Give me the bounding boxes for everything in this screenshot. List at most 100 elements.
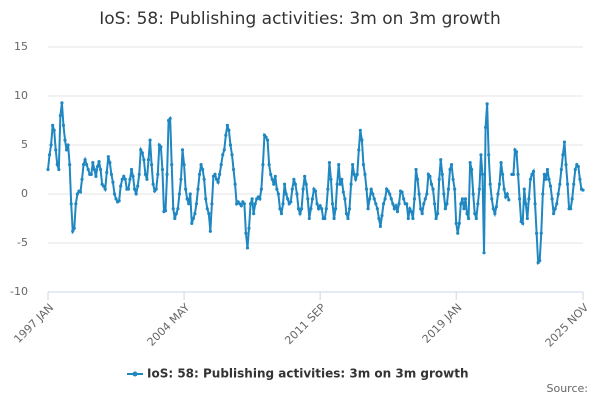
- point: [247, 226, 251, 230]
- point: [487, 153, 491, 157]
- point: [363, 172, 367, 176]
- point: [483, 125, 488, 129]
- point: [338, 182, 342, 186]
- point: [502, 187, 506, 191]
- point: [548, 184, 553, 188]
- point: [253, 202, 257, 206]
- point: [375, 207, 379, 211]
- point: [544, 177, 548, 181]
- point: [361, 163, 366, 167]
- point: [188, 192, 192, 196]
- point: [569, 207, 573, 211]
- point: [202, 177, 206, 181]
- point: [210, 202, 214, 206]
- point: [111, 180, 115, 184]
- point: [60, 101, 64, 105]
- point: [105, 170, 109, 175]
- point: [541, 192, 545, 196]
- point: [431, 187, 435, 191]
- point: [507, 198, 511, 202]
- point: [49, 143, 53, 147]
- point: [497, 182, 502, 186]
- point: [156, 172, 160, 176]
- point: [151, 182, 155, 186]
- point: [134, 192, 138, 196]
- point: [179, 177, 183, 181]
- point: [564, 163, 568, 167]
- point: [381, 202, 386, 206]
- point: [429, 182, 434, 186]
- point: [58, 114, 62, 118]
- point: [295, 192, 299, 196]
- point: [120, 177, 124, 181]
- point: [357, 148, 361, 152]
- point: [61, 123, 66, 127]
- point: [405, 202, 409, 206]
- point: [218, 172, 222, 176]
- point: [412, 197, 417, 201]
- point: [491, 207, 495, 211]
- y-tick-label: 5: [21, 138, 28, 151]
- point: [400, 190, 404, 194]
- point: [428, 174, 432, 178]
- point: [347, 207, 352, 211]
- point: [47, 153, 52, 157]
- point: [296, 207, 301, 211]
- source: Source:: [547, 382, 589, 395]
- point: [103, 187, 107, 191]
- point: [83, 158, 87, 162]
- point: [63, 138, 67, 142]
- point: [573, 167, 577, 172]
- point: [527, 197, 531, 201]
- point: [324, 207, 328, 211]
- point: [193, 212, 197, 216]
- point: [555, 202, 559, 206]
- point: [196, 187, 200, 191]
- series-line: [47, 102, 584, 266]
- point: [446, 187, 451, 191]
- point: [72, 226, 76, 230]
- point: [168, 116, 172, 121]
- point: [171, 207, 175, 211]
- point: [395, 210, 400, 214]
- point: [480, 172, 485, 176]
- point: [278, 207, 282, 211]
- point: [205, 207, 209, 211]
- point: [440, 172, 444, 176]
- point: [457, 221, 461, 225]
- point: [286, 197, 290, 201]
- point: [250, 197, 254, 201]
- point: [303, 174, 307, 178]
- point: [516, 172, 520, 176]
- point: [51, 123, 55, 127]
- point: [453, 187, 457, 191]
- point: [553, 207, 557, 211]
- point: [351, 163, 355, 167]
- point: [276, 192, 280, 196]
- point: [364, 187, 369, 191]
- point: [531, 169, 536, 174]
- point: [89, 172, 93, 176]
- point: [258, 197, 262, 201]
- point: [245, 246, 250, 250]
- point: [463, 197, 468, 201]
- point: [85, 163, 89, 167]
- point: [562, 140, 567, 144]
- point: [80, 177, 84, 181]
- point: [307, 216, 311, 221]
- point: [380, 213, 384, 218]
- point: [261, 163, 265, 167]
- point: [201, 167, 205, 172]
- point: [46, 167, 50, 172]
- point: [213, 172, 217, 176]
- point: [78, 190, 83, 194]
- point: [159, 145, 163, 149]
- legend-marker: [132, 371, 138, 377]
- point: [191, 216, 195, 221]
- point: [394, 204, 398, 208]
- point: [372, 197, 376, 201]
- point: [542, 172, 546, 176]
- point: [366, 207, 370, 211]
- point: [383, 197, 387, 201]
- point: [112, 192, 117, 196]
